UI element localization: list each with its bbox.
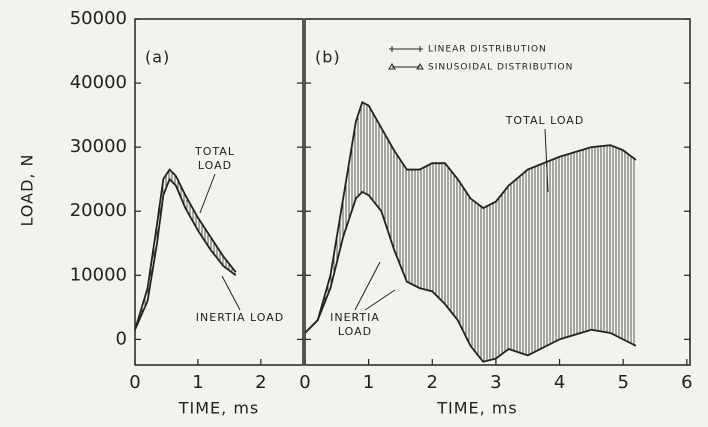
panel-label: (a)	[145, 48, 170, 67]
hatch-band	[305, 102, 636, 362]
x-tick-label: 6	[681, 372, 692, 393]
x-tick-label: 2	[255, 372, 266, 393]
annotation-arrow	[221, 275, 241, 311]
x-axis-label: TIME, ms	[178, 399, 260, 418]
annotation-arrow	[364, 289, 396, 311]
line-series	[304, 101, 637, 334]
plot-frame	[304, 18, 691, 366]
annotation: LOAD	[338, 325, 372, 338]
x-tick-label: 1	[192, 372, 203, 393]
legend-marker	[388, 63, 396, 70]
annotation-arrow	[544, 128, 549, 193]
plot-frame	[134, 18, 304, 366]
y-tick-label: 0	[116, 328, 127, 349]
annotation-arrow	[199, 173, 216, 214]
x-tick-label: 4	[554, 372, 565, 393]
legend-marker	[417, 46, 423, 52]
annotation-arrow	[354, 261, 381, 311]
x-tick-label: 0	[299, 372, 310, 393]
annotation: LOAD	[198, 159, 232, 172]
x-tick-label: 5	[617, 372, 628, 393]
y-tick-label: 10000	[70, 264, 127, 285]
y-axis-label: LOAD, N	[18, 153, 37, 226]
x-axis-label: TIME, ms	[436, 399, 518, 418]
annotation: TOTAL	[194, 145, 235, 158]
x-tick-label: 3	[490, 372, 501, 393]
line-series	[134, 168, 237, 331]
x-tick-label: 1	[363, 372, 374, 393]
annotation: INERTIA LOAD	[196, 311, 284, 324]
panel-label: (b)	[315, 48, 341, 67]
legend-marker	[416, 63, 424, 70]
y-tick-label: 30000	[70, 136, 127, 157]
legend-label: LINEAR DISTRIBUTION	[428, 45, 547, 55]
y-tick-label: 50000	[70, 8, 127, 29]
annotation: INERTIA	[330, 311, 380, 324]
x-tick-label: 0	[129, 372, 140, 393]
annotation: TOTAL LOAD	[505, 114, 585, 127]
legend-marker	[389, 46, 395, 52]
y-tick-label: 40000	[70, 72, 127, 93]
line-series	[134, 177, 237, 331]
legend-label: SINUSOIDAL DISTRIBUTION	[428, 63, 573, 73]
hatch-band	[135, 169, 236, 330]
y-tick-label: 20000	[70, 200, 127, 221]
x-tick-label: 2	[427, 372, 438, 393]
line-series	[304, 190, 637, 363]
